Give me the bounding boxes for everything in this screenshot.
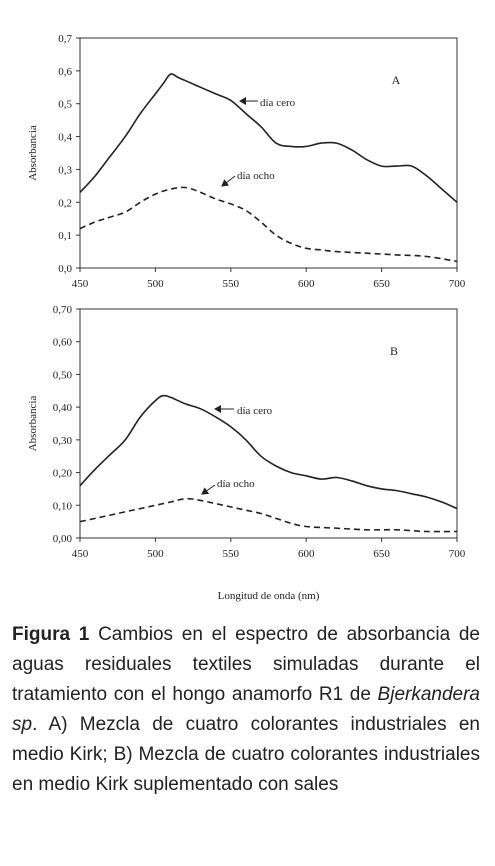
series-line-dia-ocho (79, 497, 458, 533)
chart-panel-b: 0,00 0,10 0,20 0,30 0,40 0,50 0,60 0,70 450 500 55… (27, 304, 466, 602)
y-tick-label: 0,50 (53, 369, 73, 381)
y-axis-title: Absorbancia (27, 125, 39, 181)
y-tick-label: 0,70 (53, 304, 73, 316)
x-tick-label: 600 (298, 278, 315, 290)
figure-caption: Figura 1 Cambios en el espectro de absor… (12, 620, 480, 800)
y-tick-label: 0,60 (53, 337, 73, 349)
y-tick-label: 0,5 (58, 99, 72, 111)
caption-label: Figura 1 (12, 624, 90, 645)
y-axis-title: Absorbancia (27, 396, 39, 452)
series-annotation-label: día ocho (237, 170, 275, 182)
chart-panel-a: 0,0 0,1 0,2 0,3 0,4 0,5 0,6 0,7 450 500 550 600 650 7… (27, 33, 466, 290)
annotation-arrow (201, 484, 216, 495)
y-tick-label: 0,1 (58, 230, 72, 242)
y-axis: 0,0 0,1 0,2 0,3 0,4 0,5 0,6 0,7 (58, 33, 80, 275)
x-tick-label: 550 (223, 278, 240, 290)
x-tick-label: 500 (147, 278, 164, 290)
x-tick-label: 500 (147, 548, 164, 560)
series-line-dia-cero (79, 73, 458, 203)
plot-frame (79, 37, 458, 269)
series-line-dia-cero (79, 394, 458, 510)
series-annotation-label: día ocho (217, 478, 255, 490)
x-tick-label: 650 (373, 278, 390, 290)
annotation-arrow (221, 175, 236, 187)
x-tick-label: 450 (72, 278, 89, 290)
y-tick-label: 0,4 (58, 132, 72, 144)
y-tick-label: 0,40 (53, 402, 73, 414)
caption-text-1: Cambios en el espectro de absorbancia de… (12, 624, 480, 705)
plot-frame (79, 308, 458, 539)
figure-svg: 0,0 0,1 0,2 0,3 0,4 0,5 0,6 0,7 450 500 550 600 650 7… (27, 33, 466, 602)
series-annotation-label: día cero (260, 97, 296, 109)
caption-text-2: . A) Mezcla de cuatro colorantes industr… (12, 714, 480, 795)
series-annotation-label: día cero (237, 405, 273, 417)
y-tick-label: 0,30 (53, 435, 73, 447)
x-tick-label: 700 (449, 278, 466, 290)
y-tick-label: 0,3 (58, 164, 72, 176)
y-tick-label: 0,10 (53, 500, 73, 512)
y-tick-label: 0,0 (58, 263, 72, 275)
x-tick-label: 650 (373, 548, 390, 560)
y-tick-label: 0,2 (58, 197, 72, 209)
y-tick-label: 0,20 (53, 468, 73, 480)
x-axis-title: Longitud de onda (nm) (218, 590, 320, 602)
panel-label: A (392, 73, 401, 87)
x-tick-label: 600 (298, 548, 315, 560)
x-tick-label: 550 (223, 548, 240, 560)
series-line-dia-ocho (79, 186, 458, 263)
x-tick-label: 700 (449, 548, 466, 560)
x-axis: 450 500 550 600 650 700 (72, 268, 466, 290)
y-tick-label: 0,7 (58, 33, 72, 45)
x-tick-label: 450 (72, 548, 89, 560)
y-tick-label: 0,6 (58, 66, 72, 78)
y-axis: 0,00 0,10 0,20 0,30 0,40 0,50 0,60 0,70 (53, 304, 80, 545)
panel-label: B (390, 344, 398, 358)
caption-species: Bjerkandera sp (12, 684, 480, 735)
y-tick-label: 0,00 (53, 533, 73, 545)
x-axis: 450 500 550 600 650 700 (72, 538, 466, 560)
